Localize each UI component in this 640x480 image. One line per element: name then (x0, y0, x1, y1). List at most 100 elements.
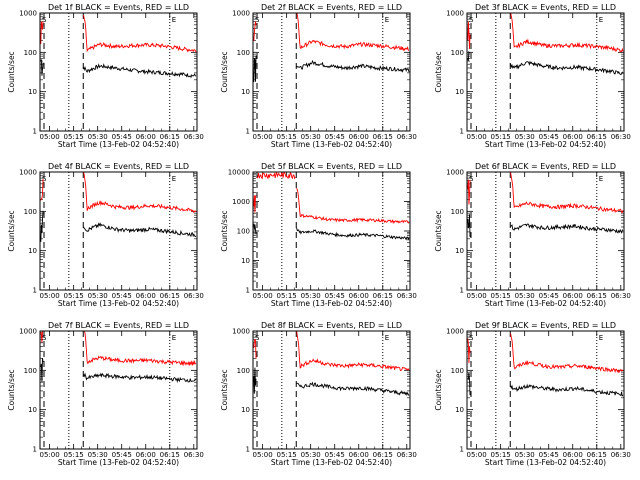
y-tick-label: 1 (33, 128, 37, 136)
y-axis-label: Counts/sec (434, 210, 443, 251)
x-tick-label: 05:15 (277, 292, 297, 300)
marker-label-start: S (255, 334, 260, 342)
y-tick-label: 1 (33, 446, 37, 454)
x-tick-label: 06:00 (349, 292, 369, 300)
x-axis-label: Start Time (13-Feb-02 04:52:40) (485, 458, 606, 467)
marker-label-start: S (469, 175, 474, 183)
y-tick-label: 100 (451, 208, 464, 216)
y-tick-label: 1000 (446, 10, 464, 18)
x-tick-label: 06:30 (184, 451, 204, 459)
series-line-events (83, 222, 197, 238)
x-tick-label: 05:00 (253, 451, 273, 459)
chart-panel-3: Det 3f BLACK = Events, RED = LLD Counts/s… (434, 3, 631, 149)
x-tick-label: 05:00 (40, 292, 60, 300)
series-line-lld (510, 13, 624, 53)
x-tick-label: 05:30 (301, 292, 321, 300)
x-tick-label: 06:15 (587, 133, 607, 141)
y-axis-label: Counts/sec (7, 51, 16, 92)
plot-frame (39, 171, 198, 291)
marker-label-end: E (172, 16, 176, 24)
x-axis-label: Start Time (13-Feb-02 04:52:40) (58, 299, 179, 308)
y-tick-label: 1000 (19, 328, 37, 336)
y-axis-label: Counts/sec (220, 210, 229, 251)
plot-frame (252, 330, 411, 450)
y-tick-label: 1000 (232, 198, 250, 206)
x-tick-label: 06:30 (611, 133, 631, 141)
series-line-events-early (253, 367, 257, 394)
chart-panel-4: Det 4f BLACK = Events, RED = LLD Counts/s… (7, 162, 204, 308)
x-tick-label: 05:45 (539, 133, 559, 141)
x-tick-label: 05:00 (467, 133, 487, 141)
marker-label-end: E (599, 16, 603, 24)
series-line-events-early (40, 358, 44, 383)
series-line-lld-early (467, 21, 471, 49)
y-tick-label: 1000 (19, 169, 37, 177)
x-tick-label: 06:00 (136, 133, 156, 141)
series-line-lld (83, 172, 197, 214)
x-tick-label: 05:45 (325, 133, 345, 141)
x-tick-label: 06:30 (184, 133, 204, 141)
series-line-events (510, 383, 624, 397)
series-line-events-early (467, 50, 471, 61)
series-line-lld (510, 172, 624, 214)
series-line-lld (296, 331, 410, 372)
y-tick-label: 1 (460, 287, 464, 295)
chart-title: Det 2f BLACK = Events, RED = LLD (261, 3, 402, 12)
chart-panel-8: Det 8f BLACK = Events, RED = LLD Counts/s… (220, 321, 417, 467)
series-line-lld-early (40, 21, 44, 44)
x-tick-label: 05:15 (491, 292, 511, 300)
y-tick-label: 100 (237, 367, 250, 375)
x-tick-label: 05:30 (301, 133, 321, 141)
series-line-lld (296, 13, 410, 52)
marker-label-start: S (469, 334, 474, 342)
x-tick-label: 05:30 (88, 451, 108, 459)
y-tick-label: 1 (246, 446, 250, 454)
y-tick-label: 1000 (232, 328, 250, 336)
y-tick-label: 10 (241, 88, 250, 96)
plot-frame (252, 12, 411, 132)
series-line-lld (83, 331, 197, 367)
series-line-events-early (467, 372, 471, 396)
plot-frame (252, 171, 411, 291)
x-tick-label: 06:15 (587, 451, 607, 459)
series-line-events-early (253, 223, 257, 234)
x-tick-label: 05:30 (88, 133, 108, 141)
y-tick-label: 1 (246, 287, 250, 295)
x-tick-label: 06:15 (373, 133, 393, 141)
y-axis-label: Counts/sec (7, 369, 16, 410)
x-tick-label: 05:15 (277, 133, 297, 141)
x-tick-label: 06:15 (587, 292, 607, 300)
x-tick-label: 05:15 (277, 451, 297, 459)
chart-title: Det 9f BLACK = Events, RED = LLD (475, 321, 616, 330)
y-tick-label: 100 (237, 49, 250, 57)
chart-panel-1: Det 1f BLACK = Events, RED = LLD Counts/s… (7, 3, 204, 149)
x-tick-label: 05:30 (515, 451, 535, 459)
x-tick-label: 05:15 (491, 133, 511, 141)
x-tick-label: 05:00 (40, 133, 60, 141)
chart-title: Det 1f BLACK = Events, RED = LLD (48, 3, 189, 12)
x-tick-label: 05:45 (539, 292, 559, 300)
y-axis-label: Counts/sec (434, 51, 443, 92)
x-tick-label: 05:30 (515, 292, 535, 300)
x-tick-label: 06:00 (563, 292, 583, 300)
series-line-lld-early (467, 338, 471, 364)
x-tick-label: 05:15 (64, 451, 84, 459)
chart-title: Det 4f BLACK = Events, RED = LLD (48, 162, 189, 171)
x-tick-label: 06:15 (160, 451, 180, 459)
x-tick-label: 06:00 (349, 133, 369, 141)
marker-label-end: E (599, 175, 603, 183)
marker-label-start: S (42, 16, 47, 24)
series-line-events (83, 372, 197, 384)
x-tick-label: 05:15 (64, 133, 84, 141)
marker-label-start: S (469, 16, 474, 24)
series-line-lld (83, 14, 197, 53)
y-axis-label: Counts/sec (220, 51, 229, 92)
x-axis-label: Start Time (13-Feb-02 04:52:40) (271, 299, 392, 308)
series-line-lld-early (467, 179, 471, 205)
x-tick-label: 05:30 (515, 133, 535, 141)
y-tick-label: 1000 (446, 169, 464, 177)
x-tick-label: 06:15 (160, 133, 180, 141)
x-tick-label: 05:45 (112, 292, 132, 300)
x-tick-label: 05:45 (325, 451, 345, 459)
chart-panel-5: Det 5f BLACK = Events, RED = LLD Counts/s… (220, 162, 417, 308)
